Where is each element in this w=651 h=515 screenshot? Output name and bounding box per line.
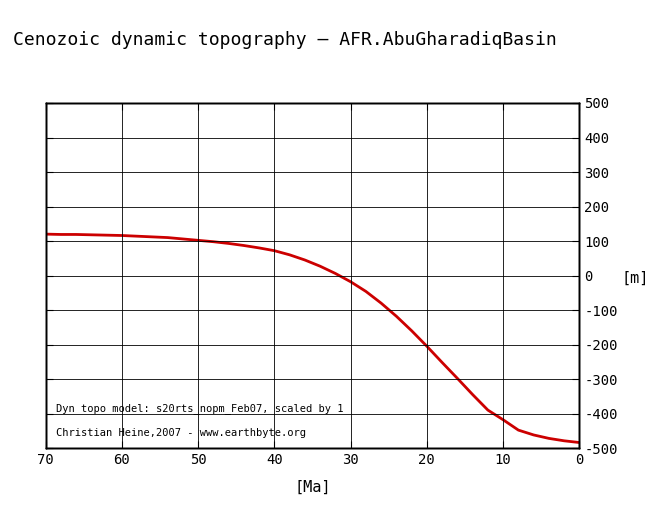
Text: Christian Heine,2007 - www.earthbyte.org: Christian Heine,2007 - www.earthbyte.org [56,427,306,438]
Text: Dyn topo model: s20rts_nopm_Feb07, scaled by 1: Dyn topo model: s20rts_nopm_Feb07, scale… [56,403,344,414]
Text: [Ma]: [Ma] [294,479,331,494]
Text: Cenozoic dynamic topography – AFR.AbuGharadiqBasin: Cenozoic dynamic topography – AFR.AbuGha… [13,31,557,49]
Text: [m]: [m] [621,270,648,286]
